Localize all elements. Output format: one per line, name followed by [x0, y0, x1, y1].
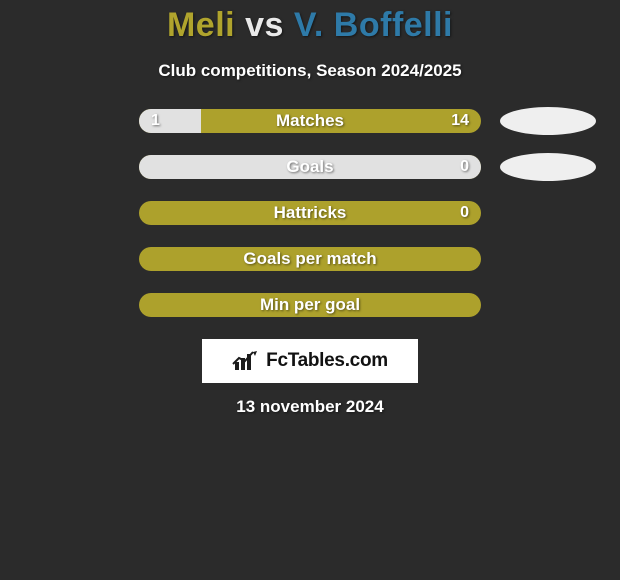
player-right-name: V. Boffelli: [294, 6, 453, 44]
stat-value-right: 14: [451, 109, 469, 133]
subtitle: Club competitions, Season 2024/2025: [0, 61, 620, 81]
stat-label: Goals per match: [139, 247, 481, 271]
chart-icon: [232, 350, 260, 372]
stat-label: Matches: [139, 109, 481, 133]
player-right-badge: [500, 153, 596, 181]
stat-value-right: 0: [460, 155, 469, 179]
comparison-card: Meli vs V. Boffelli Club competitions, S…: [0, 0, 620, 580]
stat-row: Min per goal: [139, 293, 481, 317]
stat-value-left: 1: [151, 109, 160, 133]
player-right-badge: [500, 107, 596, 135]
comparison-rows: Matches114Goals0Hattricks0Goals per matc…: [0, 109, 620, 317]
logo-box: FcTables.com: [202, 339, 418, 383]
stat-label: Goals: [139, 155, 481, 179]
stat-label: Min per goal: [139, 293, 481, 317]
stat-row: Hattricks0: [139, 201, 481, 225]
stat-row: Matches1 14: [139, 109, 481, 133]
vs-label: vs: [245, 6, 284, 44]
date-text: 13 november 2024: [0, 397, 620, 417]
stat-row: Goals per match: [139, 247, 481, 271]
stat-label: Hattricks: [139, 201, 481, 225]
logo-text: FcTables.com: [266, 350, 388, 372]
page-title: Meli vs V. Boffelli: [0, 0, 620, 45]
stat-value-right: 0: [460, 201, 469, 225]
player-left-name: Meli: [167, 6, 235, 44]
stat-row: Goals0: [139, 155, 481, 179]
